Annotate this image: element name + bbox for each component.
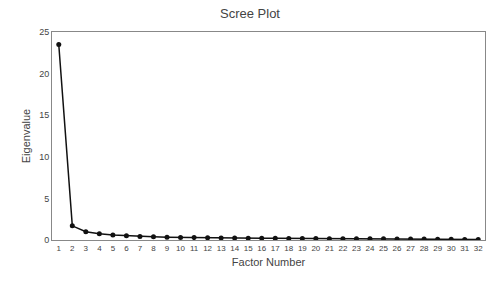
svg-text:6: 6 — [124, 244, 129, 253]
svg-text:Factor Number: Factor Number — [232, 256, 306, 268]
svg-text:25: 25 — [379, 244, 388, 253]
svg-text:5: 5 — [111, 244, 116, 253]
svg-text:17: 17 — [271, 244, 280, 253]
svg-text:16: 16 — [257, 244, 266, 253]
svg-text:27: 27 — [406, 244, 415, 253]
svg-text:30: 30 — [447, 244, 456, 253]
svg-text:13: 13 — [217, 244, 226, 253]
svg-text:1: 1 — [57, 244, 62, 253]
svg-text:29: 29 — [433, 244, 442, 253]
svg-text:26: 26 — [393, 244, 402, 253]
svg-text:7: 7 — [138, 244, 143, 253]
svg-text:2: 2 — [70, 244, 75, 253]
svg-text:20: 20 — [311, 244, 320, 253]
svg-text:3: 3 — [84, 244, 89, 253]
svg-text:24: 24 — [366, 244, 375, 253]
svg-text:32: 32 — [474, 244, 483, 253]
svg-text:15: 15 — [39, 110, 49, 120]
svg-text:8: 8 — [151, 244, 156, 253]
svg-text:21: 21 — [325, 244, 334, 253]
svg-text:14: 14 — [230, 244, 239, 253]
svg-text:Eigenvalue: Eigenvalue — [20, 109, 32, 163]
svg-text:25: 25 — [39, 27, 49, 37]
svg-text:5: 5 — [44, 194, 49, 204]
svg-text:9: 9 — [165, 244, 170, 253]
svg-text:31: 31 — [460, 244, 469, 253]
svg-text:19: 19 — [298, 244, 307, 253]
svg-text:4: 4 — [97, 244, 102, 253]
svg-text:12: 12 — [203, 244, 212, 253]
svg-text:23: 23 — [352, 244, 361, 253]
svg-text:11: 11 — [190, 244, 199, 253]
svg-text:18: 18 — [284, 244, 293, 253]
svg-text:10: 10 — [176, 244, 185, 253]
svg-text:15: 15 — [244, 244, 253, 253]
svg-text:Scree Plot: Scree Plot — [220, 6, 280, 21]
svg-text:28: 28 — [420, 244, 429, 253]
svg-text:20: 20 — [39, 69, 49, 79]
svg-text:22: 22 — [338, 244, 347, 253]
svg-text:0: 0 — [44, 235, 49, 245]
svg-text:10: 10 — [39, 152, 49, 162]
